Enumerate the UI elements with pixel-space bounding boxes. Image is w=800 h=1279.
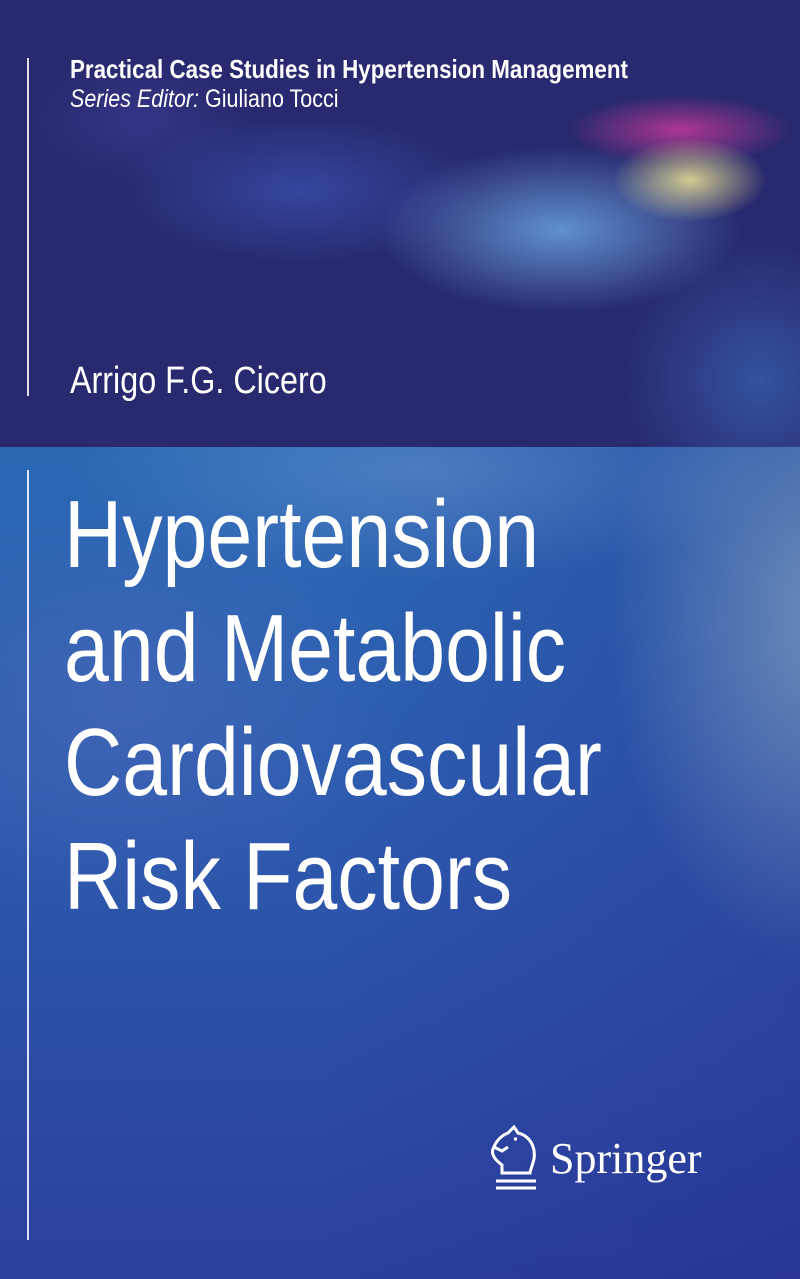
- abstract-glow: [0, 0, 800, 447]
- divider-line-top: [27, 58, 29, 396]
- series-editor: Series Editor: Giuliano Tocci: [70, 85, 338, 114]
- title-line: Risk Factors: [64, 823, 513, 930]
- author-name: Arrigo F.G. Cicero: [70, 360, 327, 402]
- series-title: Practical Case Studies in Hypertension M…: [70, 54, 628, 84]
- publisher-logo: Springer: [488, 1125, 702, 1191]
- publisher-name: Springer: [550, 1133, 702, 1183]
- knight-horse-icon: [490, 1125, 536, 1190]
- title-line: and Metabolic: [64, 595, 567, 702]
- divider-line-bottom: [27, 470, 29, 1240]
- title-line: Hypertension: [64, 481, 540, 588]
- title-line: Cardiovascular: [64, 709, 602, 816]
- cover-top-band: [0, 0, 800, 447]
- book-title: Hypertension and Metabolic Cardiovascula…: [64, 478, 602, 934]
- series-editor-name: Giuliano Tocci: [205, 85, 339, 113]
- series-editor-label: Series Editor:: [70, 85, 200, 113]
